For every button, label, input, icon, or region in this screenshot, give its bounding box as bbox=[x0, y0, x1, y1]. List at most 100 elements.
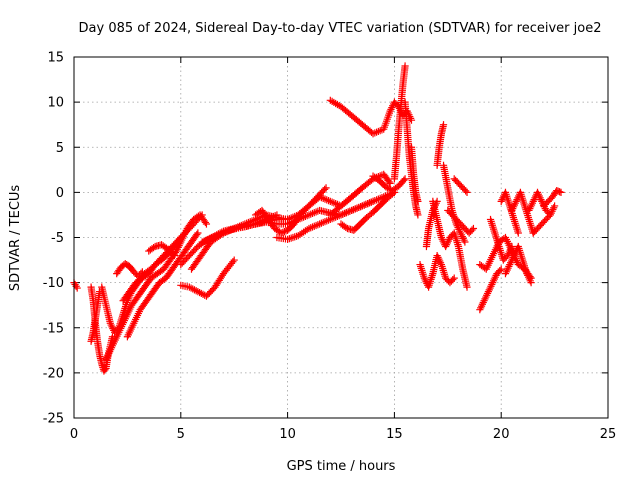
plot-frame bbox=[73, 56, 609, 419]
y-axis-label: SDTVAR / TECUs bbox=[8, 185, 23, 292]
data-point-marker bbox=[138, 268, 146, 276]
data-point-marker bbox=[209, 233, 217, 242]
y-tick-label: 0 bbox=[56, 186, 64, 201]
data-point-marker bbox=[376, 127, 384, 135]
data-point-marker bbox=[305, 224, 313, 233]
series-trace-36 bbox=[501, 242, 535, 287]
data-point-marker bbox=[463, 283, 471, 291]
data-point-marker bbox=[349, 206, 358, 214]
data-point-marker bbox=[332, 200, 340, 208]
data-point-marker bbox=[324, 197, 333, 205]
data-point-marker bbox=[365, 199, 374, 207]
data-point-marker bbox=[202, 220, 211, 228]
data-point-marker bbox=[342, 223, 350, 231]
data-point-marker bbox=[321, 195, 329, 203]
data-point-marker bbox=[149, 244, 158, 252]
data-point-marker bbox=[279, 228, 287, 236]
series-trace-03 bbox=[87, 288, 104, 345]
data-point-marker bbox=[401, 62, 409, 70]
data-point-marker bbox=[169, 250, 177, 258]
data-point-marker bbox=[333, 212, 342, 221]
series-trace-10 bbox=[177, 256, 238, 300]
data-point-marker bbox=[360, 201, 368, 209]
data-point-marker bbox=[289, 233, 297, 242]
data-point-marker bbox=[198, 238, 206, 246]
series-trace-16 bbox=[273, 197, 377, 243]
x-tick-label: 25 bbox=[600, 427, 617, 442]
data-point-marker bbox=[508, 242, 516, 251]
series-trace-29 bbox=[444, 206, 478, 237]
data-point-marker bbox=[319, 194, 327, 202]
data-point-marker bbox=[328, 198, 336, 206]
data-point-marker bbox=[221, 228, 229, 236]
data-point-marker bbox=[497, 265, 505, 273]
data-point-marker bbox=[203, 236, 212, 244]
series-trace-39 bbox=[540, 186, 565, 210]
data-point-marker bbox=[301, 212, 309, 221]
data-point-marker bbox=[401, 175, 409, 183]
series-trace-30 bbox=[450, 175, 471, 196]
data-point-marker bbox=[351, 205, 359, 213]
data-point-marker bbox=[322, 184, 330, 192]
data-point-marker bbox=[170, 251, 178, 260]
data-point-marker bbox=[307, 224, 315, 232]
data-point-marker bbox=[312, 208, 320, 216]
data-point-marker bbox=[284, 235, 292, 243]
data-point-marker bbox=[310, 209, 318, 217]
series-trace-18 bbox=[337, 190, 396, 234]
series-trace-38 bbox=[529, 211, 554, 237]
data-point-marker bbox=[201, 291, 209, 299]
data-point-marker bbox=[439, 121, 448, 129]
y-tick-label: -5 bbox=[51, 231, 64, 246]
series-trace-27 bbox=[422, 197, 441, 251]
data-point-marker bbox=[316, 220, 324, 228]
chart-title: Day 085 of 2024, Sidereal Day-to-day VTE… bbox=[79, 21, 602, 36]
data-point-marker bbox=[346, 207, 354, 215]
y-tick-label: -20 bbox=[43, 366, 64, 381]
data-point-marker bbox=[353, 204, 361, 212]
data-point-marker bbox=[374, 195, 382, 203]
data-point-marker bbox=[332, 213, 340, 221]
data-point-marker bbox=[450, 274, 458, 282]
data-point-marker bbox=[201, 218, 209, 227]
data-point-marker bbox=[369, 197, 377, 205]
data-point-marker bbox=[461, 238, 469, 246]
data-point-marker bbox=[285, 235, 293, 243]
series-trace-26 bbox=[433, 121, 448, 169]
data-point-marker bbox=[385, 178, 393, 186]
data-point-marker bbox=[323, 196, 331, 204]
y-tick-label: 15 bbox=[47, 51, 64, 66]
data-point-marker bbox=[376, 194, 384, 202]
data-point-marker bbox=[373, 196, 381, 204]
data-point-marker bbox=[335, 212, 343, 220]
data-point-marker bbox=[193, 230, 201, 239]
data-point-marker bbox=[374, 127, 382, 136]
data-point-marker bbox=[514, 229, 522, 237]
data-point-marker bbox=[546, 211, 554, 219]
data-point-marker bbox=[407, 116, 416, 124]
data-point-marker bbox=[355, 203, 363, 212]
data-point-marker bbox=[323, 217, 331, 225]
data-point-marker bbox=[73, 284, 81, 292]
data-point-marker bbox=[496, 266, 504, 275]
series-trace-17 bbox=[326, 170, 394, 219]
data-point-marker bbox=[340, 209, 349, 218]
y-tick-label: 10 bbox=[47, 96, 64, 111]
series-trace-33 bbox=[486, 215, 516, 264]
series-trace-06 bbox=[113, 260, 146, 280]
data-point-marker bbox=[386, 179, 394, 187]
data-point-marker bbox=[207, 234, 215, 242]
series-trace-02 bbox=[87, 283, 117, 375]
data-point-marker bbox=[555, 188, 564, 196]
data-point-marker bbox=[101, 366, 109, 374]
series-trace-24 bbox=[416, 251, 458, 291]
data-point-marker bbox=[225, 227, 233, 235]
data-point-marker bbox=[307, 210, 315, 218]
data-point-marker bbox=[367, 198, 375, 206]
data-point-marker bbox=[200, 237, 208, 245]
y-tick-label: -25 bbox=[43, 412, 64, 427]
data-point-marker bbox=[557, 188, 565, 196]
data-point-marker bbox=[223, 227, 231, 236]
series-trace-08 bbox=[123, 229, 202, 341]
